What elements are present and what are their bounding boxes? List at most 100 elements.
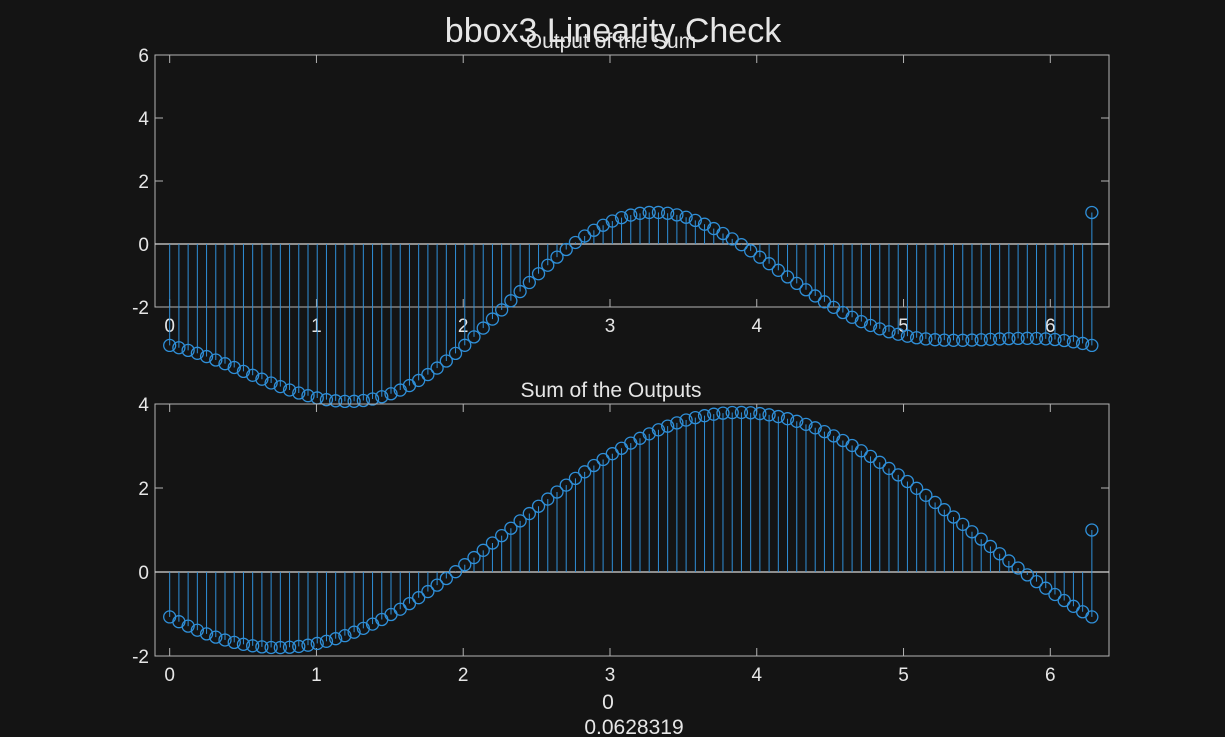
stem-marker <box>1085 523 1099 537</box>
stem-marker <box>799 283 813 297</box>
subplot-sum-of-the-outputs: 0 1 2 3 4 5 6 -2 0 2 4 Sum of the Outputs <box>132 379 1110 686</box>
stem-marker <box>946 333 961 347</box>
stem-marker <box>743 244 758 258</box>
stem-marker <box>199 349 214 364</box>
stem-marker <box>909 331 924 345</box>
stem-marker <box>1029 574 1044 589</box>
stem-marker <box>697 409 712 423</box>
stem-marker <box>282 383 297 397</box>
stem-marker <box>651 205 666 220</box>
stem-marker <box>808 289 822 303</box>
stem-marker <box>190 623 204 637</box>
stem-marker <box>329 632 343 646</box>
stem-marker <box>430 361 444 375</box>
stem-marker <box>937 503 951 517</box>
stem-marker <box>1039 581 1053 595</box>
y-tick-label: 0 <box>138 235 149 256</box>
stem-marker <box>421 584 435 599</box>
stem-marker <box>624 208 638 222</box>
stem-marker <box>1020 331 1034 345</box>
stem-marker <box>670 208 684 222</box>
stem-marker <box>181 343 195 358</box>
stem-marker <box>476 543 490 557</box>
stem-marker <box>983 539 998 554</box>
stem-marker <box>485 312 500 326</box>
stem-marker <box>661 206 675 220</box>
stem-marker <box>1057 333 1071 348</box>
stem-marker <box>421 367 435 382</box>
stem-marker <box>236 364 251 379</box>
stem-marker <box>329 394 343 408</box>
stem-series <box>163 205 1099 409</box>
stem-marker <box>1020 568 1034 582</box>
stem-marker <box>319 634 334 648</box>
annotation-value: 0 <box>602 691 614 714</box>
stem-marker <box>587 458 601 473</box>
stem-marker <box>1029 331 1044 346</box>
stem-marker <box>642 427 656 441</box>
stem-marker <box>1011 561 1025 575</box>
stem-marker <box>1048 332 1062 347</box>
stem-marker <box>946 510 961 524</box>
y-tick-label: -2 <box>132 647 149 668</box>
stem-marker <box>522 506 536 521</box>
axes-frame <box>154 403 1110 657</box>
stem-marker <box>734 238 749 252</box>
x-tick-label: 0 <box>164 665 175 686</box>
stem-marker <box>504 521 518 535</box>
stem-marker <box>863 449 878 464</box>
stem-marker <box>531 499 546 513</box>
stem-marker <box>347 625 361 639</box>
stem-marker <box>900 329 915 343</box>
stem-marker <box>614 210 629 225</box>
stem-marker <box>992 547 1007 561</box>
stem-marker <box>172 341 186 355</box>
stem-marker <box>965 525 979 539</box>
stem-marker <box>227 360 241 375</box>
x-tick-label: 4 <box>751 665 762 686</box>
x-tick-label: 2 <box>458 665 469 686</box>
stem-marker <box>661 419 675 433</box>
stem-marker <box>495 303 509 317</box>
stem-marker <box>780 270 795 284</box>
stem-marker <box>753 406 767 421</box>
stem-marker <box>485 536 500 550</box>
stem-marker <box>1085 610 1099 624</box>
stem-marker <box>467 550 481 565</box>
stem-marker <box>559 242 573 257</box>
stem-marker <box>1066 335 1081 349</box>
stem-marker <box>402 596 417 611</box>
stem-marker <box>181 619 195 633</box>
stem-marker <box>163 338 177 353</box>
stem-marker <box>983 332 998 347</box>
stem-marker <box>734 405 749 420</box>
stem-marker <box>568 235 583 250</box>
stem-marker <box>301 389 315 403</box>
stem-marker <box>292 386 306 400</box>
stem-marker <box>1039 332 1053 346</box>
stem-marker <box>384 387 398 401</box>
stem-marker <box>956 517 970 532</box>
stem-marker <box>199 627 214 641</box>
stem-marker <box>255 372 269 386</box>
stem-marker <box>1002 331 1016 346</box>
stem-marker <box>430 578 444 592</box>
stem-marker <box>246 368 260 382</box>
stem-marker <box>992 332 1007 346</box>
x-tick-label: 1 <box>311 665 322 686</box>
stem-marker <box>356 393 370 408</box>
stem-marker <box>642 205 656 220</box>
y-tick-label: 2 <box>138 172 149 193</box>
stem-marker <box>236 637 251 651</box>
subplot-title: Output of the Sum <box>526 30 696 53</box>
stem-marker <box>919 332 933 346</box>
figure-suptitle: bbox3 Linearity Check <box>445 12 782 50</box>
annotation-step-value: 0.0628319 <box>584 716 683 737</box>
stem-marker <box>495 528 509 543</box>
stem-marker <box>273 379 287 394</box>
stem-marker <box>550 250 564 264</box>
stem-marker <box>974 333 988 347</box>
stem-marker <box>863 318 878 333</box>
stem-marker <box>522 275 536 290</box>
